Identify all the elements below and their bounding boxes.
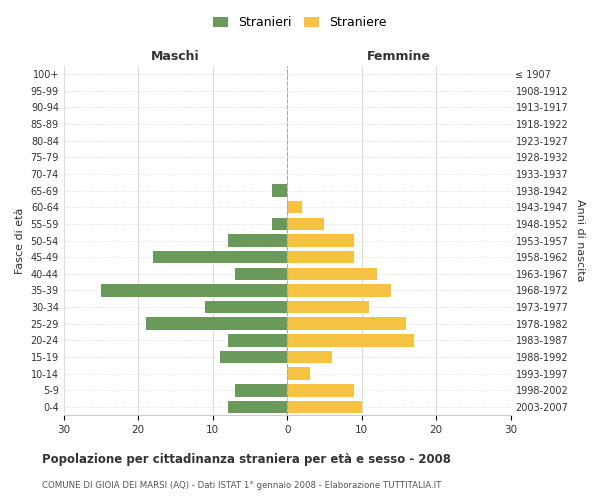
Bar [205,301,287,314]
Bar [146,318,287,330]
Bar [287,284,391,296]
Bar [153,251,287,264]
Text: Popolazione per cittadinanza straniera per età e sesso - 2008: Popolazione per cittadinanza straniera p… [42,452,451,466]
Bar [287,218,325,230]
Bar [272,184,287,197]
Y-axis label: Fasce di età: Fasce di età [15,208,25,274]
Bar [287,400,362,413]
Y-axis label: Anni di nascita: Anni di nascita [575,200,585,282]
Bar [227,400,287,413]
Bar [287,318,406,330]
Bar [287,201,302,213]
Bar [101,284,287,296]
Bar [220,351,287,364]
Bar [227,334,287,346]
Bar [235,268,287,280]
Bar [287,268,377,280]
Text: Maschi: Maschi [151,50,200,64]
Bar [287,351,332,364]
Text: Femmine: Femmine [367,50,431,64]
Bar [287,301,369,314]
Bar [272,218,287,230]
Bar [227,234,287,247]
Bar [287,251,354,264]
Bar [287,334,414,346]
Bar [235,384,287,396]
Bar [287,234,354,247]
Bar [287,368,310,380]
Bar [287,384,354,396]
Text: COMUNE DI GIOIA DEI MARSI (AQ) - Dati ISTAT 1° gennaio 2008 - Elaborazione TUTTI: COMUNE DI GIOIA DEI MARSI (AQ) - Dati IS… [42,480,442,490]
Legend: Stranieri, Straniere: Stranieri, Straniere [208,11,392,34]
